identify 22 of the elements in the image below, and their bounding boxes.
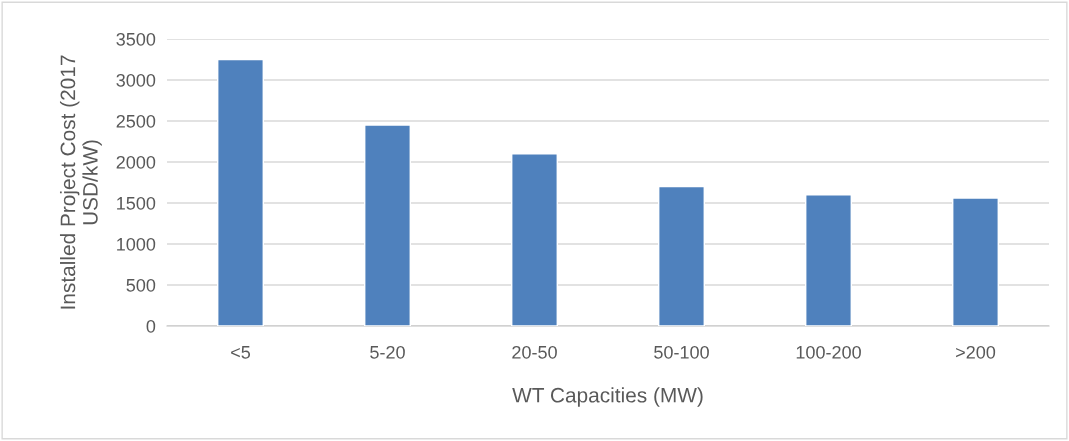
y-tick-label: 0 (146, 319, 156, 333)
bar (805, 194, 852, 326)
bar (658, 185, 705, 326)
y-axis-title: Installed Project Cost (2017 USD/kW) (59, 55, 102, 309)
bar (364, 124, 411, 326)
x-tick-label: 100-200 (796, 345, 861, 359)
bar (217, 58, 264, 326)
y-tick-label: 3000 (116, 73, 156, 87)
y-tick-label: 500 (126, 278, 156, 292)
y-tick-label: 2000 (116, 155, 156, 169)
x-tick-label: <5 (231, 346, 251, 359)
bar (511, 153, 558, 326)
y-tick-label: 3500 (116, 32, 156, 46)
x-tick-label: 20-50 (512, 345, 557, 359)
x-tick-label: 50-100 (654, 345, 709, 359)
y-tick-label: 1500 (117, 196, 156, 210)
x-axis-title: WT Capacities (MW) (512, 387, 703, 407)
y-tick-label: 2500 (116, 114, 156, 128)
x-tick-label: 5-20 (370, 345, 405, 359)
x-tick-label: >200 (956, 345, 996, 359)
y-tick-label: 1000 (117, 237, 156, 251)
bar (952, 197, 999, 326)
